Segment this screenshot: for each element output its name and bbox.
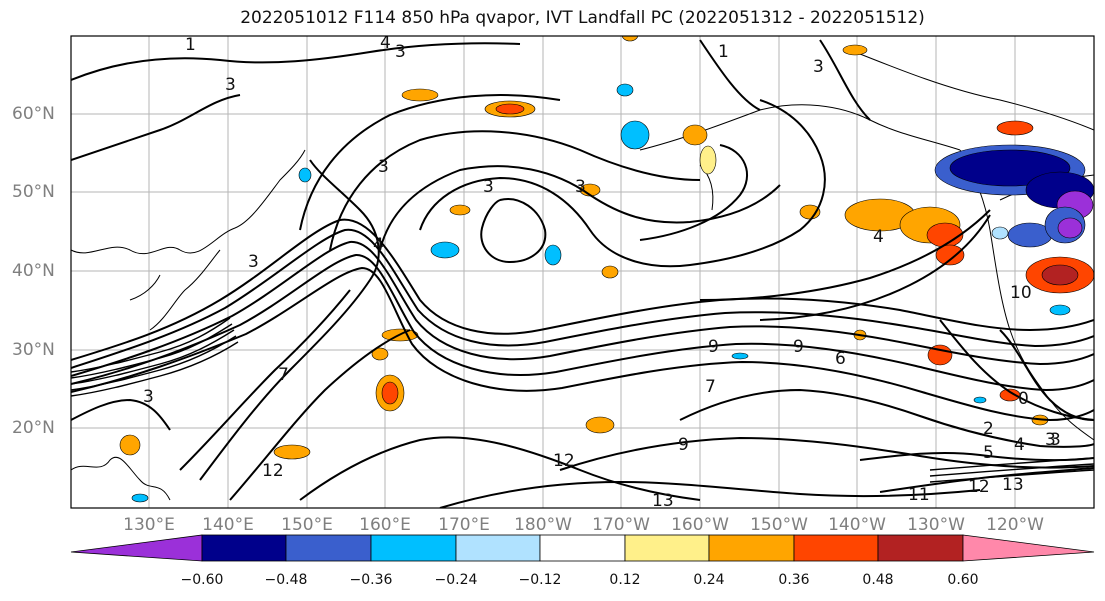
contour-label: 9	[678, 435, 689, 455]
contour-label: 2	[983, 419, 994, 439]
contour-label: 9	[708, 337, 719, 357]
colorbar-tick-label: −0.60	[180, 572, 224, 588]
colorbar-tick-label: −0.48	[264, 572, 308, 588]
colorbar-segment	[624, 534, 710, 562]
lat-label-50n: 50°N	[12, 182, 55, 202]
contour-label: 0	[1018, 389, 1029, 409]
lon-label-160e: 160°E	[359, 515, 411, 535]
colorbar-segment	[539, 534, 626, 562]
contour-label: 12	[262, 461, 284, 481]
map-content: 1 4 3 3 3 3 1 3 3 3 4 4 7 9 9 6 7 9 12 1…	[71, 33, 1094, 511]
contour-label: 4	[873, 227, 884, 247]
contour-label: 10	[1010, 283, 1032, 303]
colorbar	[70, 534, 1095, 562]
contour-label: 9	[793, 337, 804, 357]
lat-label-60n: 60°N	[12, 104, 55, 124]
contour-label: 5	[983, 443, 994, 463]
contour-label: 3	[395, 42, 406, 62]
lat-label-40n: 40°N	[12, 261, 55, 281]
lon-label-130e: 130°E	[123, 515, 175, 535]
colorbar-segment	[70, 534, 203, 562]
contour-label: 11	[908, 485, 930, 505]
contour-label: 4	[373, 235, 384, 255]
colorbar-tick-label: 0.12	[609, 572, 641, 588]
contour-label: 3	[1045, 430, 1056, 450]
contour-label: 4	[380, 33, 391, 53]
colorbar-segment	[455, 534, 541, 562]
colorbar-tick-label: 0.36	[778, 572, 810, 588]
contour-label: 6	[835, 349, 846, 369]
contour-label: 1	[718, 42, 729, 62]
contour-label: 3	[378, 157, 389, 177]
lon-label-140e: 140°E	[202, 515, 254, 535]
contour-label: 7	[278, 365, 289, 385]
contour-label: 3	[225, 75, 236, 95]
contour-label: 4	[1014, 435, 1025, 455]
lon-label-120w: 120°W	[986, 515, 1044, 535]
lon-label-160w: 160°W	[671, 515, 729, 535]
contour-label: 7	[705, 377, 716, 397]
lon-label-130w: 130°W	[907, 515, 965, 535]
contour-label: 1	[185, 35, 196, 55]
contour-label: 13	[652, 491, 674, 511]
contour-label: 12	[968, 477, 990, 497]
colorbar-tick-label: 0.48	[862, 572, 894, 588]
colorbar-segment	[877, 534, 964, 562]
lon-label-140w: 140°W	[828, 515, 886, 535]
map-title: 2022051012 F114 850 hPa qvapor, IVT Land…	[240, 8, 925, 28]
colorbar-segment	[370, 534, 457, 562]
colorbar-segment	[285, 534, 372, 562]
lon-label-180w: 180°W	[514, 515, 572, 535]
lon-label-170w: 170°W	[592, 515, 650, 535]
shaded-regions	[119, 36, 1094, 503]
map-frame	[70, 35, 1095, 509]
contour-label: 3	[575, 177, 586, 197]
colorbar-tick-label: −0.12	[518, 572, 562, 588]
contour-label: 3	[248, 252, 259, 272]
lon-label-170e: 170°E	[438, 515, 490, 535]
colorbar-segment	[708, 534, 795, 562]
contour-label: 3	[143, 387, 154, 407]
colorbar-tick-label: 0.24	[693, 572, 725, 588]
colorbar-tick-label: 0.60	[947, 572, 979, 588]
contour-label: 3	[483, 177, 494, 197]
contour-label: 3	[1050, 430, 1061, 450]
contour-label-group: 1 4 3 3 3 3 1 3 3 3 4 4 7 9 9 6 7 9 12 1…	[143, 33, 1061, 511]
lon-label-150e: 150°E	[281, 515, 333, 535]
lon-label-150w: 150°W	[750, 515, 808, 535]
colorbar-tick-label: −0.36	[349, 572, 393, 588]
colorbar-segment	[793, 534, 879, 562]
colorbar-tick-label: −0.24	[434, 572, 478, 588]
colorbar-segment	[201, 534, 287, 562]
contour-label: 3	[813, 57, 824, 77]
colorbar-segment	[962, 534, 1095, 562]
jet-contours	[71, 317, 1094, 483]
lat-label-30n: 30°N	[12, 340, 55, 360]
contour-label: 12	[553, 451, 575, 471]
contour-label: 13	[1002, 475, 1024, 495]
lat-label-20n: 20°N	[12, 418, 55, 438]
